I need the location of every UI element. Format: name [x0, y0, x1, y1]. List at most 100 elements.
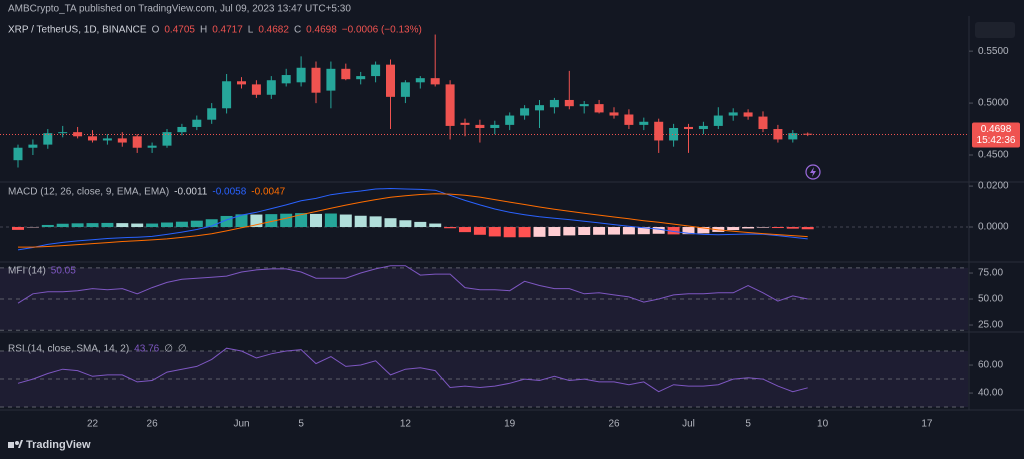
indicator-line: [17, 265, 808, 304]
x-tick-label: 17: [921, 419, 933, 430]
histogram-bar: [324, 213, 337, 228]
candle-body: [669, 128, 679, 141]
candle-body: [13, 147, 23, 161]
candle-body: [341, 68, 351, 80]
legend-text: -0.0058: [212, 187, 246, 198]
y-tick-label: 0.5000: [978, 98, 1009, 109]
legend-text: −0.0006 (−0.13%): [342, 25, 422, 36]
histogram-bar: [205, 219, 218, 228]
histogram-bar: [533, 227, 546, 237]
candle-body: [684, 126, 693, 130]
histogram-bar: [548, 227, 561, 237]
y-tick-label: 0.4500: [978, 150, 1009, 161]
histogram-bar: [116, 223, 129, 228]
y-tick-label: 0.0200: [978, 181, 1009, 192]
histogram-bar: [56, 223, 69, 228]
legend-text: ∅: [178, 344, 187, 355]
window-control[interactable]: [975, 22, 1015, 38]
histogram-bar: [12, 227, 24, 230]
histogram-bar: [280, 213, 293, 228]
legend-text: 50.05: [51, 266, 76, 277]
candle-body: [624, 114, 634, 125]
histogram-bar: [518, 227, 531, 238]
candle-body: [162, 132, 172, 146]
histogram-bar: [354, 215, 367, 228]
legend-text: 43.76: [134, 344, 159, 355]
candle-body: [386, 64, 395, 97]
candle-body: [520, 108, 530, 116]
histogram-bar: [131, 223, 144, 228]
candle-body: [713, 115, 723, 126]
histogram-bar: [459, 227, 471, 233]
y-tick-label: 0.5500: [978, 46, 1009, 57]
candle-body: [743, 112, 753, 117]
legend-text: L: [248, 25, 254, 36]
logo-mark: [15, 441, 19, 445]
candle-body: [490, 124, 500, 128]
legend-text: MFI (14): [8, 266, 46, 277]
candle-body: [549, 99, 559, 108]
candle-body: [371, 64, 381, 77]
histogram-bar: [86, 223, 99, 228]
histogram-bar: [429, 223, 442, 228]
y-tick-label: 50.00: [978, 294, 1003, 305]
x-tick-label: 19: [504, 419, 516, 430]
candle-body: [326, 68, 336, 91]
histogram-bar: [771, 227, 784, 229]
legend-text: O: [152, 25, 160, 36]
candle-body: [237, 81, 246, 85]
price-badge-value: 0.4698: [981, 124, 1012, 135]
legend-text: 0.4717: [212, 25, 243, 36]
alert-icon[interactable]: [805, 164, 821, 180]
histogram-bar: [801, 227, 814, 230]
legend-text: 0.4698: [306, 25, 337, 36]
y-tick-label: 60.00: [978, 360, 1003, 371]
candle-body: [505, 115, 515, 125]
candle-body: [788, 133, 798, 140]
candle-body: [698, 125, 708, 130]
legend-text: H: [200, 25, 207, 36]
x-tick-label: 5: [745, 419, 751, 430]
y-tick-label: 25.00: [978, 320, 1003, 331]
x-tick-label: Jun: [233, 419, 249, 430]
candle-body: [758, 116, 768, 130]
x-tick-label: 5: [298, 419, 304, 430]
candle-body: [311, 67, 321, 93]
candle-body: [222, 81, 232, 109]
histogram-bar: [146, 223, 159, 228]
histogram-bar: [235, 214, 248, 228]
histogram-bar: [295, 213, 308, 228]
candle-body: [430, 78, 440, 85]
candle-body: [460, 122, 470, 125]
alert-bolt: [810, 167, 816, 177]
legend-text: C: [294, 25, 301, 36]
legend-text: ∅: [164, 344, 173, 355]
histogram-bar: [384, 218, 397, 228]
y-tick-label: 75.00: [978, 268, 1003, 279]
histogram-bar: [161, 222, 173, 228]
histogram-bar: [637, 227, 650, 235]
histogram-bar: [578, 227, 591, 235]
legend-text: XRP / TetherUS, 1D, BINANCE: [8, 25, 147, 36]
logo-text: TradingView: [26, 439, 91, 451]
histogram-bar: [593, 227, 606, 235]
histogram-bar: [71, 223, 84, 228]
histogram-bar: [175, 221, 188, 228]
histogram-bar: [667, 227, 680, 235]
candle-body: [281, 75, 291, 84]
histogram-bar: [101, 222, 114, 228]
candle-body: [475, 124, 485, 128]
signal-line: [18, 193, 808, 248]
legend-text: -0.0047: [251, 187, 285, 198]
price-badge: [972, 122, 1020, 148]
histogram-bar: [190, 220, 203, 228]
candle-body: [207, 108, 217, 120]
histogram-bar: [444, 227, 457, 229]
x-tick-label: 26: [608, 419, 620, 430]
histogram-bar: [608, 227, 620, 235]
x-tick-label: 10: [817, 419, 829, 430]
candle-body: [356, 76, 366, 80]
candle-body: [535, 105, 544, 111]
histogram-bar: [369, 216, 382, 228]
histogram-bar: [339, 214, 352, 228]
